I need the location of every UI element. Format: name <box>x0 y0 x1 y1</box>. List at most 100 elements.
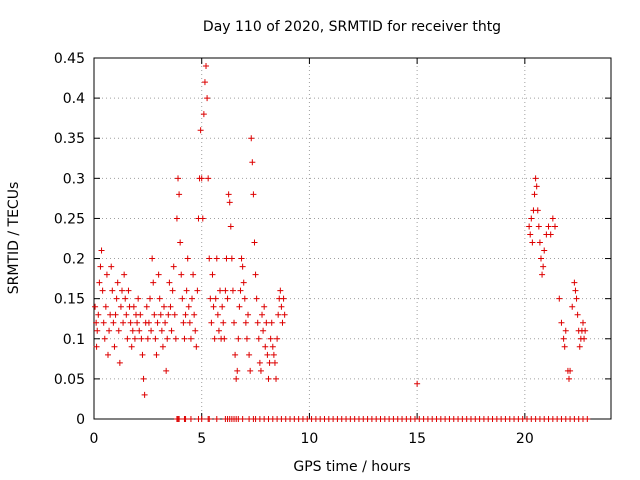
data-point <box>247 367 254 374</box>
data-point <box>114 279 121 286</box>
data-point <box>191 311 198 318</box>
data-point <box>153 351 160 358</box>
data-point <box>225 191 232 198</box>
data-point <box>110 319 117 326</box>
grid-lines <box>94 58 611 419</box>
data-point <box>227 223 234 230</box>
data-point <box>171 311 178 318</box>
data-point <box>251 239 258 246</box>
data-point <box>100 319 107 326</box>
data-point <box>229 287 236 294</box>
data-point <box>131 335 138 342</box>
data-point <box>213 416 220 422</box>
data-point <box>93 343 100 350</box>
data-point <box>116 359 123 366</box>
data-point <box>562 327 569 334</box>
data-point <box>93 319 100 326</box>
data-point <box>275 311 282 318</box>
y-axis-label: SRMTID / TECUs <box>6 182 22 295</box>
data-point <box>101 335 108 342</box>
data-point <box>250 191 257 198</box>
data-point <box>236 303 243 310</box>
data-point <box>102 303 109 310</box>
data-point <box>243 335 250 342</box>
data-point <box>176 416 183 422</box>
data-point <box>144 335 151 342</box>
data-point <box>149 255 156 262</box>
y-tick-label: 0 <box>76 412 85 428</box>
data-point <box>267 335 274 342</box>
data-point <box>234 367 241 374</box>
data-point <box>172 335 179 342</box>
data-point <box>207 295 214 302</box>
data-point <box>139 351 146 358</box>
x-tick-label: 15 <box>408 431 426 447</box>
data-point <box>109 287 116 294</box>
data-point <box>414 380 421 387</box>
y-tick-label: 0.2 <box>63 252 85 268</box>
data-point <box>113 295 120 302</box>
data-point <box>167 303 174 310</box>
data-point <box>249 159 256 166</box>
data-point <box>165 311 172 318</box>
data-point <box>233 375 240 382</box>
data-point <box>189 295 196 302</box>
data-point <box>180 319 187 326</box>
data-point <box>572 287 579 294</box>
data-point <box>228 255 235 262</box>
data-point <box>122 295 129 302</box>
data-point <box>125 287 132 294</box>
data-point <box>176 191 183 198</box>
data-point <box>204 95 211 102</box>
data-point <box>127 319 134 326</box>
data-point <box>166 279 173 286</box>
data-point <box>105 351 112 358</box>
data-point <box>271 359 278 366</box>
data-point <box>237 287 244 294</box>
data-point <box>268 319 275 326</box>
data-point <box>255 335 262 342</box>
data-point <box>151 311 158 318</box>
data-point <box>205 175 212 182</box>
data-point <box>266 359 273 366</box>
data-point <box>150 279 157 286</box>
data-point <box>181 335 188 342</box>
data-point <box>556 295 563 302</box>
data-point <box>161 303 168 310</box>
data-point <box>540 263 547 270</box>
data-point <box>547 231 554 238</box>
data-point <box>159 343 166 350</box>
data-point <box>138 335 145 342</box>
data-point <box>187 335 194 342</box>
data-point <box>584 416 591 422</box>
data-point <box>261 303 268 310</box>
data-point <box>103 271 110 278</box>
data-point <box>124 335 131 342</box>
data-point <box>137 311 144 318</box>
data-point <box>92 303 99 310</box>
data-point <box>581 335 588 342</box>
data-point <box>163 367 170 374</box>
data-point <box>96 279 103 286</box>
data-point <box>224 295 231 302</box>
data-point <box>136 327 143 334</box>
data-point <box>579 319 586 326</box>
data-point <box>221 335 228 342</box>
data-point <box>526 223 533 230</box>
data-point <box>264 351 271 358</box>
data-point <box>280 295 287 302</box>
data-point <box>184 255 191 262</box>
data-point <box>211 335 218 342</box>
data-point <box>220 319 227 326</box>
axis-ticks <box>93 57 611 420</box>
data-point <box>212 295 219 302</box>
data-point <box>190 271 197 278</box>
data-point <box>186 319 193 326</box>
data-point <box>281 311 288 318</box>
data-point <box>155 271 162 278</box>
data-point <box>241 295 248 302</box>
data-point <box>206 416 213 422</box>
y-tick-label: 0.4 <box>63 91 85 107</box>
data-point <box>239 416 246 422</box>
data-point <box>226 199 233 206</box>
